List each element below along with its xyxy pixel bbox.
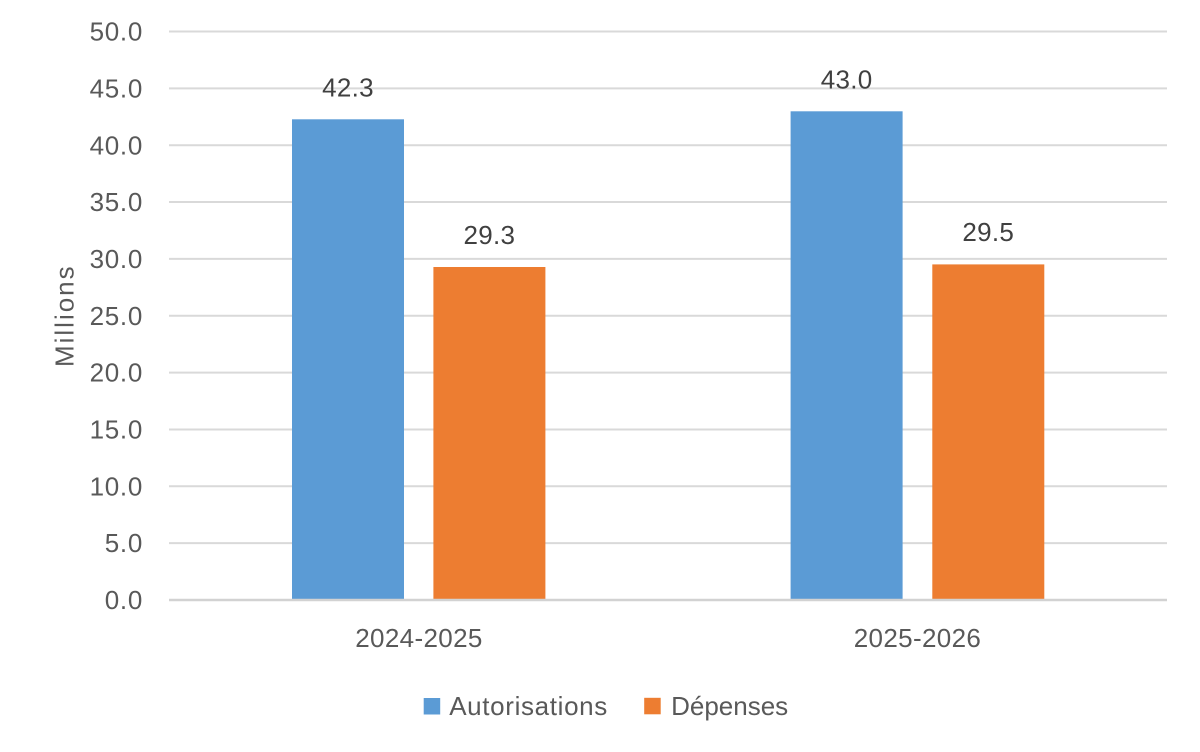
svg-text:30.0: 30.0: [90, 244, 143, 274]
svg-text:29.5: 29.5: [962, 217, 1014, 247]
svg-text:Millions: Millions: [50, 264, 80, 367]
svg-text:43.0: 43.0: [821, 64, 873, 94]
svg-text:5.0: 5.0: [105, 528, 143, 558]
svg-text:45.0: 45.0: [90, 73, 143, 103]
svg-text:Autorisations: Autorisations: [449, 691, 608, 721]
svg-text:50.0: 50.0: [90, 17, 143, 47]
svg-text:42.3: 42.3: [322, 72, 374, 102]
svg-text:2025-2026: 2025-2026: [854, 623, 982, 653]
svg-text:25.0: 25.0: [90, 301, 143, 331]
svg-text:10.0: 10.0: [90, 471, 143, 501]
svg-text:40.0: 40.0: [90, 130, 143, 160]
svg-text:0.0: 0.0: [105, 585, 143, 615]
svg-text:29.3: 29.3: [463, 220, 515, 250]
svg-text:20.0: 20.0: [90, 358, 143, 388]
svg-text:35.0: 35.0: [90, 187, 143, 217]
svg-text:15.0: 15.0: [90, 415, 143, 445]
svg-text:Dépenses: Dépenses: [671, 691, 788, 721]
svg-text:2024-2025: 2024-2025: [355, 623, 483, 653]
